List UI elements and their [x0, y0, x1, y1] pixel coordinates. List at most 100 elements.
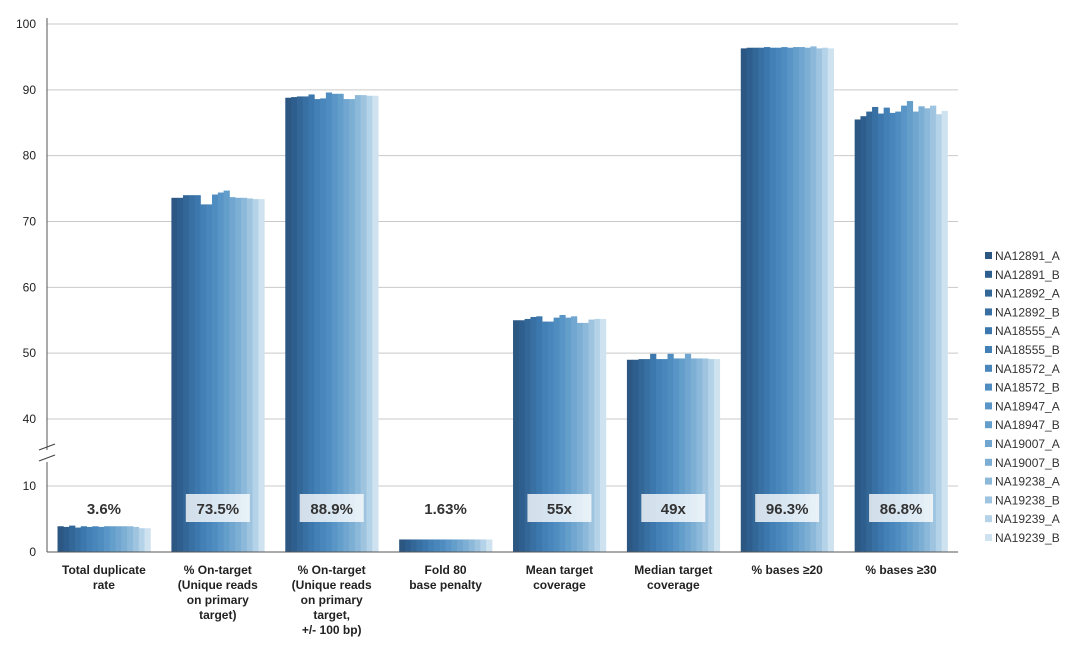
bar	[883, 107, 890, 553]
bar	[127, 526, 134, 552]
legend-swatch	[985, 402, 992, 410]
bar	[702, 358, 709, 552]
bar	[188, 195, 196, 553]
x-tick-label: % On-target	[298, 563, 366, 577]
bar	[941, 110, 948, 553]
bar	[177, 197, 184, 552]
bar	[889, 112, 896, 552]
bar	[86, 526, 93, 552]
bar	[547, 321, 555, 552]
bar	[480, 539, 487, 552]
bar	[212, 194, 219, 552]
axis-break-mark	[38, 443, 56, 451]
bar	[74, 527, 82, 552]
bar	[530, 316, 537, 552]
bar	[763, 47, 771, 553]
bar	[451, 539, 458, 552]
bar	[690, 358, 697, 552]
bar	[314, 99, 321, 553]
legend-label: NA12891_B	[995, 268, 1060, 282]
bar	[474, 539, 481, 552]
bar	[80, 526, 87, 552]
legend-swatch	[985, 252, 992, 259]
bar	[349, 99, 356, 553]
x-tick-label: Median target	[634, 563, 712, 577]
bar	[769, 47, 776, 552]
legend: NA12891_A NA12891_B NA12892_A NA12892_B NA18…	[985, 249, 1060, 545]
bar	[439, 539, 446, 552]
bar	[872, 106, 879, 553]
bar	[235, 197, 242, 552]
legend-swatch	[985, 327, 992, 335]
legend-swatch	[985, 477, 992, 485]
bar	[296, 96, 304, 553]
bar	[462, 539, 470, 552]
bar	[696, 358, 703, 552]
bar	[626, 359, 634, 552]
bar	[121, 526, 128, 552]
bar	[860, 116, 867, 552]
summary-label: 49x	[661, 501, 687, 518]
bar	[246, 198, 254, 553]
bar	[708, 359, 715, 552]
bar	[804, 47, 811, 552]
bar	[553, 317, 560, 552]
bar	[787, 47, 794, 552]
legend-label: NA18572_B	[995, 381, 1060, 395]
bar	[372, 95, 379, 553]
bar	[404, 539, 412, 552]
bar	[827, 48, 834, 552]
bar	[457, 539, 464, 552]
x-tick-label: coverage	[647, 578, 700, 592]
legend-swatch	[985, 270, 992, 278]
bar	[713, 359, 721, 552]
bar	[588, 319, 595, 552]
bar	[308, 94, 315, 552]
bar	[223, 190, 230, 553]
x-tick-label: % On-target	[184, 563, 252, 577]
x-tick-label: (Unique reads	[178, 578, 258, 592]
bar	[758, 47, 765, 552]
axis-break-mark	[38, 454, 56, 462]
bar	[200, 204, 207, 552]
legend-swatch	[985, 308, 992, 316]
bar	[518, 320, 526, 552]
bar	[433, 539, 441, 552]
bar	[667, 353, 674, 552]
bar	[571, 316, 578, 552]
bar	[565, 317, 572, 552]
y-tick-label: 10	[23, 479, 37, 493]
bar	[582, 322, 589, 552]
x-tick-label: on primary	[301, 593, 363, 607]
summary-label: 1.63%	[424, 501, 467, 518]
bar	[183, 195, 190, 553]
bar	[524, 318, 531, 552]
x-tick-label: Mean target	[526, 563, 593, 577]
x-tick-label: coverage	[533, 578, 586, 592]
x-tick-label: on primary	[187, 593, 249, 607]
summary-label-box	[527, 494, 592, 522]
bar	[337, 93, 344, 552]
bar	[746, 47, 753, 552]
bar	[810, 46, 817, 553]
y-tick-label: 60	[23, 280, 37, 294]
y-tick-label: 40	[23, 412, 37, 426]
bar	[194, 195, 201, 553]
y-axis-ticks: 0 10 40 50 60 70 80 90 100	[16, 17, 36, 559]
x-tick-label: target)	[199, 608, 236, 622]
legend-label: NA19238_B	[995, 493, 1060, 507]
bar	[98, 526, 105, 552]
legend-label: NA18555_B	[995, 343, 1060, 357]
bar	[366, 95, 373, 553]
bar	[816, 48, 823, 552]
bar	[935, 114, 943, 553]
bar	[798, 47, 805, 553]
bar	[416, 539, 423, 552]
x-tick-label: % bases ≥20	[752, 563, 824, 577]
legend-swatch	[985, 383, 992, 391]
bar	[513, 320, 520, 552]
bar	[399, 539, 406, 552]
summary-label: 86.8%	[880, 501, 923, 518]
legend-label: NA12892_A	[995, 287, 1060, 301]
legend-swatch	[985, 364, 992, 372]
